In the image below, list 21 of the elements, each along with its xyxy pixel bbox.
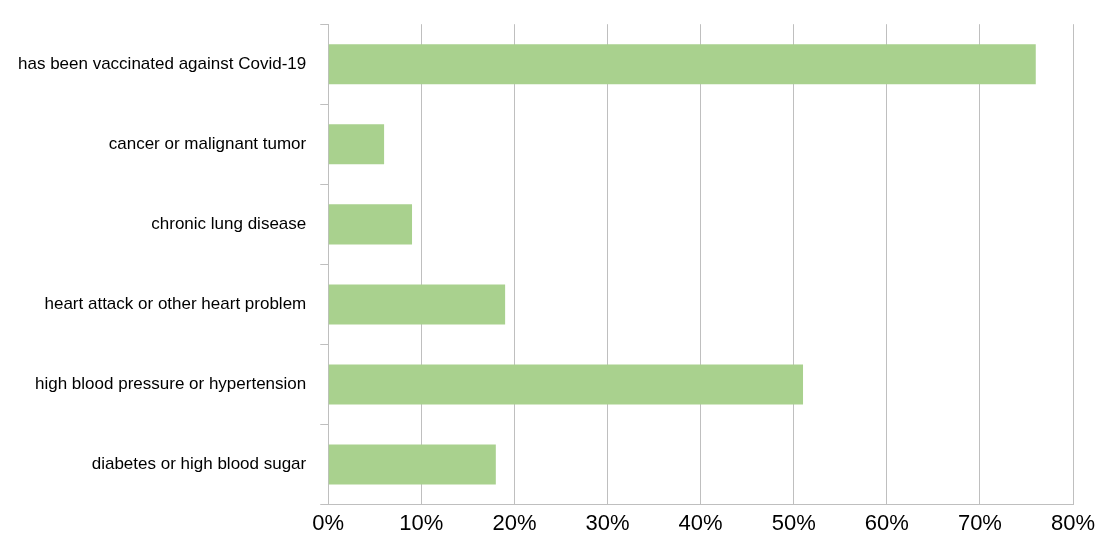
x-tick-label: 50% [771,509,816,535]
y-tick-label: cancer or malignant tumor [108,133,307,153]
x-tick-label: 0% [312,509,345,535]
x-tick-label: 70% [957,509,1002,535]
bar [328,124,385,165]
x-tick-label: 30% [585,509,630,535]
x-tick-label: 40% [678,509,723,535]
bar [328,44,1036,85]
x-tick-label: 60% [864,509,909,535]
bar [328,444,496,485]
y-tick-label: chronic lung disease [151,214,307,234]
bar [328,364,804,405]
y-tick-label: heart attack or other heart problem [44,294,307,314]
bar [328,284,506,325]
x-tick-label: 80% [1050,509,1096,535]
y-tick-label: diabetes or high blood sugar [91,454,307,474]
bar [328,204,413,245]
y-tick-label: has been vaccinated against Covid-19 [17,53,307,73]
x-tick-label: 10% [399,509,444,535]
y-tick-label: high blood pressure or hypertension [35,374,307,394]
x-tick-label: 20% [492,509,537,535]
